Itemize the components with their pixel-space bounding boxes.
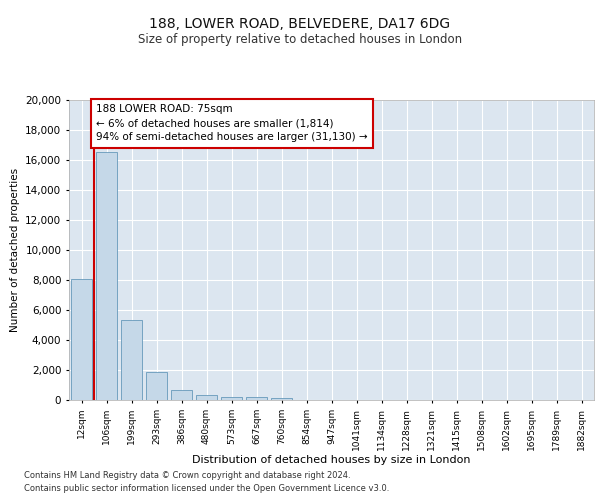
Bar — [271, 398, 292, 400]
Bar — [246, 398, 267, 400]
Text: 188 LOWER ROAD: 75sqm
← 6% of detached houses are smaller (1,814)
94% of semi-de: 188 LOWER ROAD: 75sqm ← 6% of detached h… — [96, 104, 368, 142]
X-axis label: Distribution of detached houses by size in London: Distribution of detached houses by size … — [192, 456, 471, 466]
Text: Contains HM Land Registry data © Crown copyright and database right 2024.: Contains HM Land Registry data © Crown c… — [24, 470, 350, 480]
Bar — [71, 278, 92, 400]
Text: Contains public sector information licensed under the Open Government Licence v3: Contains public sector information licen… — [24, 484, 389, 493]
Bar — [196, 395, 217, 400]
Bar — [171, 390, 192, 400]
Text: 188, LOWER ROAD, BELVEDERE, DA17 6DG: 188, LOWER ROAD, BELVEDERE, DA17 6DG — [149, 18, 451, 32]
Bar — [121, 320, 142, 400]
Text: Size of property relative to detached houses in London: Size of property relative to detached ho… — [138, 32, 462, 46]
Bar — [96, 152, 117, 400]
Bar — [221, 397, 242, 400]
Bar — [146, 372, 167, 400]
Y-axis label: Number of detached properties: Number of detached properties — [10, 168, 20, 332]
